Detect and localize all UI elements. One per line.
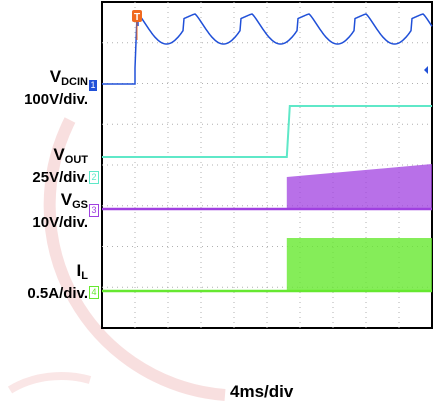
ch1-level-arrow	[424, 66, 428, 74]
ch2-label: VOUT 25V/div.	[32, 145, 88, 186]
ch3-switching-band	[286, 164, 432, 209]
ch3-marker: 3	[89, 204, 99, 217]
ch4-ripple-band	[286, 238, 432, 291]
timebase-label: 4ms/div	[230, 382, 294, 401]
ch2-trace	[102, 105, 432, 158]
trigger-marker: T	[132, 10, 142, 40]
ch4-label: IL 0.5A/div.	[27, 261, 88, 302]
trigger-marker-box	[132, 10, 142, 22]
ch1-marker: 1	[89, 80, 97, 91]
ch1-label: VDCIN 100V/div.	[24, 67, 88, 108]
ch2-marker: 2	[89, 171, 99, 184]
ch3-label: VGS 10V/div.	[32, 190, 88, 231]
trigger-marker-label: T	[134, 12, 140, 23]
ch1-trace	[102, 12, 433, 85]
ch4-marker: 4	[89, 286, 99, 299]
